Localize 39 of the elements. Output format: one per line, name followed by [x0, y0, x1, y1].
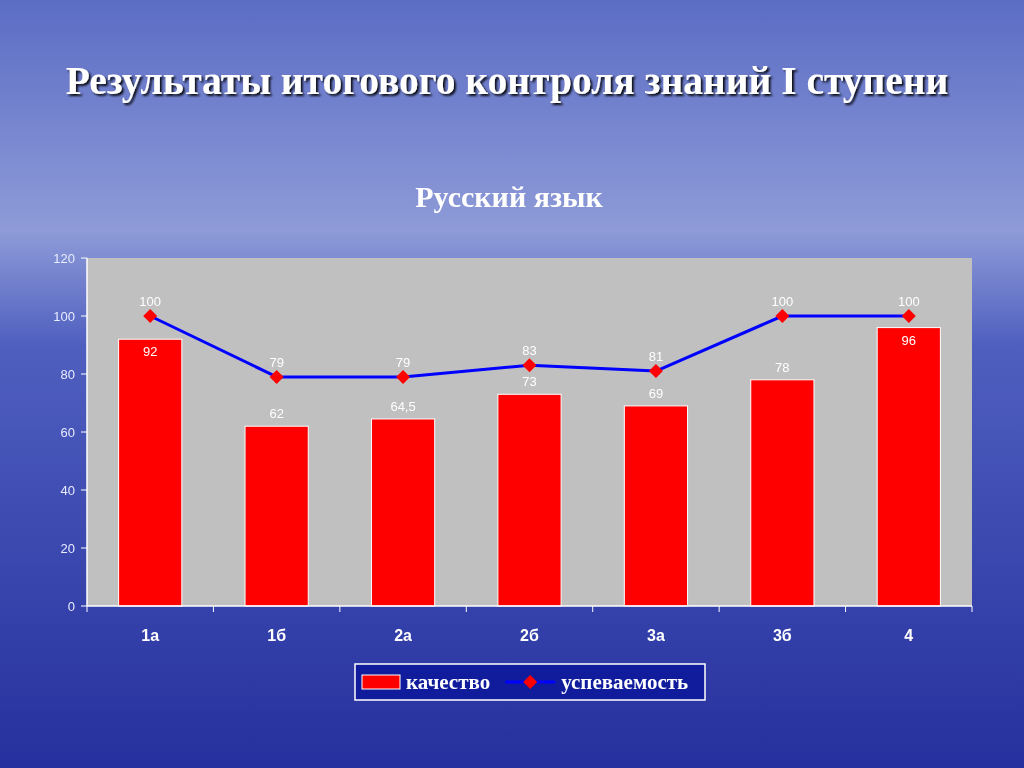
chart-subtitle: Русский язык — [415, 180, 604, 213]
point — [648, 364, 663, 379]
data-label: 79 — [269, 354, 284, 370]
data-label: 69 — [648, 385, 664, 401]
x-tick-label: 1а — [141, 627, 160, 644]
data-label: 78 — [775, 359, 790, 375]
x-tick-label: 2б — [520, 627, 540, 644]
y-tick-label: 0 — [67, 598, 75, 614]
data-label: 92 — [142, 344, 158, 360]
data-label: 100 — [139, 294, 162, 309]
x-tick-label: 1б — [267, 627, 287, 644]
data-label: 81 — [648, 349, 664, 365]
y-tick-label: 40 — [60, 482, 75, 498]
legend-label: качество — [406, 670, 491, 695]
data-label: 62 — [269, 406, 284, 422]
y-tick-label: 20 — [60, 540, 75, 556]
x-tick-label: 3б — [772, 627, 792, 644]
data-label: 79 — [395, 354, 411, 370]
y-tick-label: 120 — [53, 250, 75, 266]
point — [775, 309, 790, 323]
data-label: 96 — [901, 332, 917, 348]
x-tick-label: 3а — [647, 627, 665, 644]
y-tick-label: 80 — [60, 366, 75, 382]
x-tick-label: 2а — [394, 627, 413, 644]
data-label: 64,5 — [390, 398, 416, 414]
point — [269, 369, 284, 384]
data-label: 83 — [522, 343, 537, 359]
legend-label: успеваемость — [561, 670, 689, 695]
point — [396, 369, 411, 384]
x-tick-label: 4 — [904, 627, 914, 644]
chart-title: Результаты итогового контроля знаний I ступени — [65, 59, 949, 103]
data-label: 100 — [771, 294, 794, 309]
data-label: 100 — [897, 294, 920, 309]
point — [143, 309, 158, 323]
data-label: 73 — [522, 374, 537, 390]
y-tick-label: 100 — [53, 308, 75, 324]
point — [901, 309, 916, 323]
y-tick-label: 60 — [60, 424, 75, 440]
point — [522, 358, 537, 373]
